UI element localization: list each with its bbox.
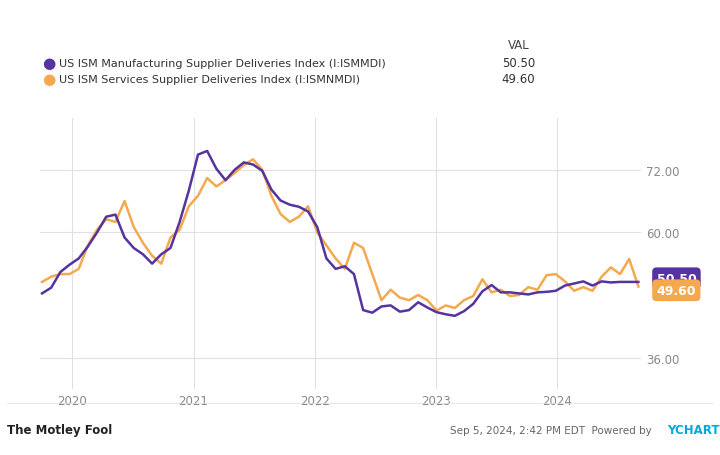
Text: Sep 5, 2024, 2:42 PM EDT  Powered by: Sep 5, 2024, 2:42 PM EDT Powered by xyxy=(450,425,655,435)
Text: YCHARTS: YCHARTS xyxy=(667,424,720,436)
Text: The Motley Fool: The Motley Fool xyxy=(7,424,112,436)
Text: VAL: VAL xyxy=(508,39,529,52)
Text: ●: ● xyxy=(42,72,55,87)
Text: 49.60: 49.60 xyxy=(502,73,535,86)
Text: ●: ● xyxy=(42,56,55,71)
Text: 50.50: 50.50 xyxy=(657,272,696,285)
Text: US ISM Manufacturing Supplier Deliveries Index (I:ISMMDI): US ISM Manufacturing Supplier Deliveries… xyxy=(59,59,386,69)
Text: US ISM Services Supplier Deliveries Index (I:ISMNMDI): US ISM Services Supplier Deliveries Inde… xyxy=(59,75,360,85)
Text: 49.60: 49.60 xyxy=(657,284,696,297)
Text: 50.50: 50.50 xyxy=(502,57,535,70)
